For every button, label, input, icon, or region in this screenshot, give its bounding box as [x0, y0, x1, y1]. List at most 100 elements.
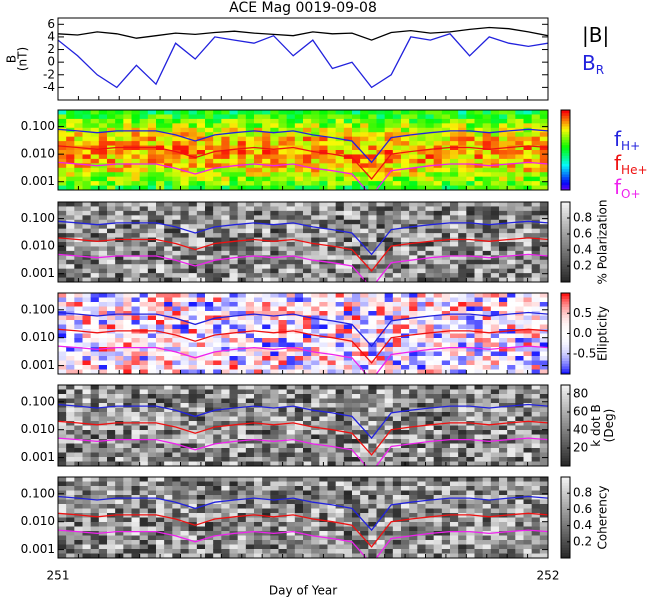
texture-cell	[311, 338, 320, 343]
texture-cell	[425, 369, 435, 374]
texture-cell	[466, 394, 475, 399]
texture-cell	[164, 338, 173, 343]
texture-cell	[58, 176, 67, 182]
texture-cell	[188, 215, 198, 221]
texture-cell	[539, 329, 548, 334]
texture-cell	[205, 255, 214, 261]
texture-cell	[294, 443, 304, 449]
texture-cell	[490, 452, 500, 458]
texture-cell	[343, 224, 353, 230]
texture-cell	[74, 535, 83, 541]
texture-cell	[270, 136, 279, 142]
texture-cell	[254, 114, 263, 120]
texture-cell	[229, 215, 239, 221]
texture-cell	[131, 389, 141, 395]
texture-cell	[499, 181, 508, 187]
texture-cell	[58, 481, 67, 487]
texture-cell	[507, 185, 516, 190]
texture-cell	[74, 517, 83, 523]
texture-cell	[107, 228, 116, 234]
texture-cell	[311, 141, 320, 147]
texture-cell	[352, 215, 361, 221]
texture-cell	[196, 443, 206, 449]
texture-cell	[294, 246, 304, 252]
texture-cell	[188, 448, 198, 453]
texture-cell	[115, 293, 124, 298]
texture-cell	[376, 219, 386, 225]
texture-cell	[343, 228, 353, 234]
texture-cell	[66, 360, 75, 366]
texture-cell	[507, 273, 516, 279]
texture-cell	[425, 356, 435, 361]
texture-cell	[523, 297, 533, 303]
texture-cell	[221, 210, 230, 216]
texture-cell	[376, 333, 386, 339]
texture-cell	[458, 242, 467, 247]
texture-cell	[425, 202, 435, 207]
texture-cell	[466, 369, 475, 374]
texture-cell	[98, 293, 108, 298]
texture-cell	[180, 123, 190, 129]
texture-cell	[539, 259, 548, 265]
texture-cell	[417, 215, 426, 221]
texture-cell	[303, 360, 312, 366]
texture-cell	[376, 302, 386, 307]
texture-cell	[82, 224, 92, 230]
texture-cell	[74, 297, 83, 303]
texture-cell	[376, 246, 386, 252]
texture-cell	[131, 210, 141, 216]
texture-cell	[107, 351, 116, 357]
texture-cell	[458, 398, 467, 404]
texture-cell	[188, 439, 198, 444]
texture-cell	[66, 522, 75, 527]
texture-cell	[188, 333, 198, 339]
texture-cell	[131, 517, 141, 523]
texture-cell	[270, 416, 279, 422]
texture-cell	[123, 250, 132, 256]
colorbar-cell	[561, 152, 570, 156]
texture-cell	[539, 421, 548, 426]
texture-cell	[490, 150, 500, 155]
texture-cell	[319, 448, 328, 453]
texture-cell	[523, 320, 533, 325]
texture-cell	[531, 114, 541, 120]
texture-cell	[335, 421, 345, 426]
texture-cell	[66, 481, 75, 487]
texture-cell	[58, 154, 67, 160]
texture-cell	[425, 297, 435, 303]
texture-cell	[319, 389, 328, 395]
texture-cell	[74, 246, 83, 252]
texture-cell	[311, 215, 320, 221]
texture-cell	[188, 306, 198, 312]
texture-cell	[74, 549, 83, 554]
colorbar-cell	[561, 158, 570, 162]
texture-cell	[515, 324, 524, 330]
texture-cell	[82, 517, 92, 523]
texture-cell	[327, 206, 337, 212]
texture-cell	[205, 185, 214, 190]
texture-cell	[213, 421, 222, 426]
texture-cell	[172, 338, 181, 343]
texture-cell	[66, 233, 75, 239]
texture-cell	[286, 181, 296, 187]
texture-cell	[466, 114, 475, 120]
texture-cell	[131, 443, 141, 449]
texture-cell	[327, 297, 337, 303]
texture-cell	[335, 398, 345, 404]
texture-cell	[507, 461, 516, 466]
texture-cell	[58, 163, 67, 169]
texture-cell	[474, 242, 484, 247]
texture-cell	[507, 277, 516, 282]
texture-cell	[490, 114, 500, 120]
texture-cell	[384, 461, 394, 466]
texture-cell	[474, 407, 484, 413]
texture-cell	[441, 273, 451, 279]
colorbar-cell	[561, 144, 570, 148]
texture-cell	[499, 233, 508, 239]
texture-cell	[384, 365, 394, 370]
texture-cell	[466, 342, 475, 348]
texture-cell	[490, 457, 500, 462]
colorbar-cell	[561, 414, 570, 418]
texture-cell	[401, 268, 410, 274]
texture-cell	[156, 132, 165, 138]
